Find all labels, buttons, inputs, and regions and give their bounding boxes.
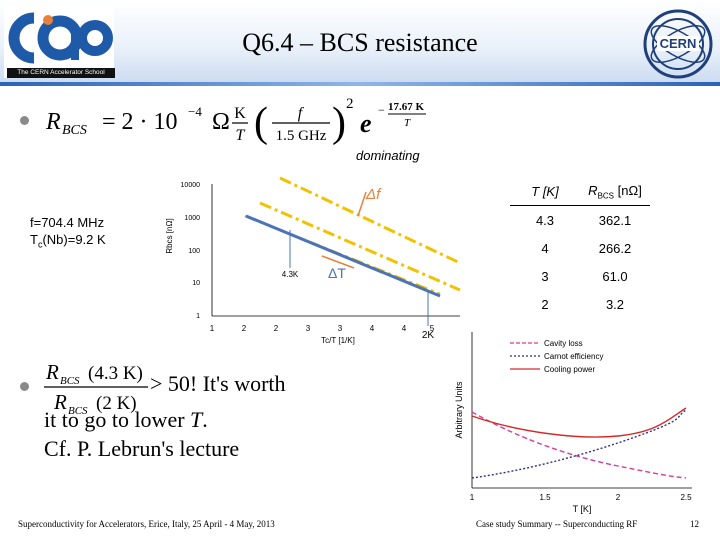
conclusion-line1: > 50! It's worth [150, 371, 286, 396]
cost-ylabel: Arbitrary Units [454, 381, 464, 439]
ytick-3: 10 [192, 280, 200, 287]
series-cavity-loss [471, 411, 687, 479]
xtick-4: 3 [338, 324, 343, 333]
xtick-1: 2 [242, 324, 247, 333]
delta-t-arrow [321, 255, 355, 269]
formula-exp-minus: − [378, 103, 385, 117]
den-rest: (2 K) [96, 393, 137, 414]
dominating-label: dominating [356, 148, 420, 163]
formula-k-den: T [236, 127, 246, 144]
xtick-0: 1 [210, 324, 215, 333]
legend-carnot: Carnot efficiency [544, 352, 603, 361]
formula-exp-num: 17.67 K [388, 101, 425, 113]
ytick-1: 1000 [184, 215, 200, 222]
legend-cavity: Cavity loss [544, 339, 583, 348]
conclusion-line3: Cf. P. Lebrun's lecture [44, 436, 240, 461]
delta-f-arrow [357, 191, 367, 217]
parameters: f=704.4 MHz Tc(Nb)=9.2 K [30, 214, 106, 254]
cost-legend: Cavity loss Carnot efficiency Cooling po… [510, 339, 603, 374]
den-r: R [53, 390, 67, 414]
formula-k-num: K [234, 105, 246, 122]
series-freq-upper [279, 176, 461, 265]
series-cooling-power [471, 407, 687, 438]
formula-f-den: 1.5 GHz [276, 128, 327, 144]
svg-text:1.5: 1.5 [539, 493, 551, 502]
cern-label: CERN [660, 36, 697, 51]
bcs-plot: 10000 1000 100 10 1 1 2 2 3 3 4 4 5 Tc/T… [150, 168, 470, 358]
formula-lhs: R [45, 109, 61, 135]
cern-logo-icon: CERN [643, 9, 713, 79]
bullet-conclusion [20, 382, 29, 391]
rbcs-table: T [K] RBCS [nΩ] 4.3 362.1 4 266.2 3 61.0… [510, 178, 650, 318]
formula-exp-den: T [404, 117, 411, 129]
formula-f-num: f [298, 105, 305, 122]
marker-43-label: 4.3K [282, 270, 299, 279]
bullet-formula [20, 116, 29, 125]
num-sub: BCS [60, 375, 80, 387]
y-ticks: 10000 1000 100 10 1 [181, 182, 201, 320]
cern-logo: CERN [640, 6, 716, 82]
cas-caption: The CERN Accelerator School [7, 68, 115, 78]
delta-t-label: ΔT [328, 265, 346, 281]
num-rest: (4.3 K) [88, 363, 143, 384]
table-row: 2 3.2 [510, 290, 650, 318]
ytick-0: 10000 [181, 182, 201, 189]
xtick-6: 4 [402, 324, 407, 333]
x-ticks: 1 2 2 3 3 4 4 5 [210, 324, 435, 333]
ytick-4: 1 [196, 313, 200, 320]
series-rbcs [245, 214, 441, 298]
marker-2-label: 2K [422, 330, 435, 341]
table-header: T [K] RBCS [nΩ] [510, 178, 650, 206]
table-row: 3 61.0 [510, 262, 650, 290]
xtick-2: 2 [274, 324, 279, 333]
ytick-2: 100 [188, 248, 200, 255]
formula-equals: = 2 · 10 [102, 109, 178, 135]
svg-text:2: 2 [616, 493, 621, 502]
formula-exponent: −4 [188, 104, 202, 119]
footer-left: Superconductivity for Accelerators, Eric… [18, 519, 275, 529]
den-sub: BCS [68, 405, 88, 417]
cas-logo: The CERN Accelerator School [4, 6, 115, 78]
formula-omega: Ω [212, 109, 230, 135]
param-tc: Tc(Nb)=9.2 K [30, 232, 106, 250]
xtick-3: 3 [306, 324, 311, 333]
cas-logo-icon [8, 12, 113, 64]
param-frequency: f=704.4 MHz [30, 215, 105, 230]
conclusion-line2: it to go to lower T. [44, 407, 208, 432]
series-carnot [471, 409, 687, 479]
ratio-fraction: R BCS (4.3 K) R BCS (2 K) [44, 355, 149, 417]
legend-cooling: Cooling power [544, 365, 595, 374]
x-axis-label: Tc/T [1/K] [321, 336, 355, 345]
table-row: 4 266.2 [510, 234, 650, 262]
header-r: RBCS [nΩ] [588, 182, 642, 201]
series-freq-mid [259, 201, 461, 292]
xtick-7: 5 [430, 324, 435, 333]
formula-square: 2 [346, 96, 354, 112]
table-row: 4.3 362.1 [510, 206, 650, 234]
cooling-cost-plot: Arbitrary Units 1 1.5 2 2.5 T [K] Cavity… [448, 328, 698, 518]
svg-text:1: 1 [470, 493, 475, 502]
xtick-5: 4 [370, 324, 375, 333]
bcs-formula: R BCS = 2 · 10 −4 Ω K T ( f 1.5 GHz ) 2 … [40, 92, 460, 152]
paren-close: ) [332, 100, 346, 146]
num-r: R [45, 360, 59, 384]
page-number: 12 [690, 519, 699, 529]
delta-f-label: Δf [365, 186, 382, 203]
cost-xlabel: T [K] [573, 504, 592, 514]
page-title: Q6.4 – BCS resistance [242, 28, 478, 57]
header-band [0, 0, 720, 86]
svg-text:2.5: 2.5 [680, 493, 692, 502]
formula-lhs-sub: BCS [62, 123, 87, 138]
footer-right: Case study Summary -- Superconducting RF [476, 519, 638, 529]
y-axis-label: Rbcs [nΩ] [165, 218, 174, 253]
paren-open: ( [254, 100, 268, 146]
formula-e: e [360, 109, 372, 138]
header-t: T [K] [531, 184, 559, 199]
cost-x-ticks: 1 1.5 2 2.5 [470, 493, 692, 502]
